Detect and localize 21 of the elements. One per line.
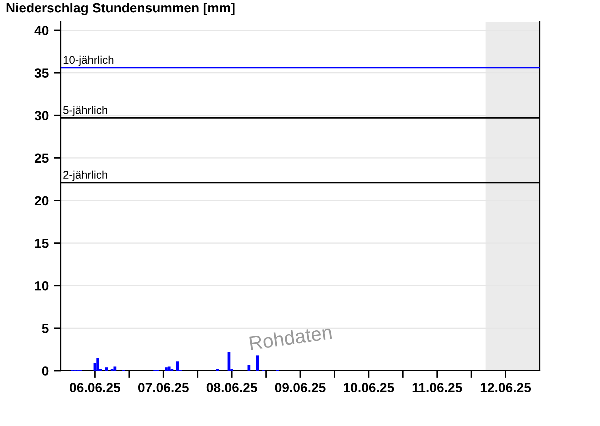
y-tick-label: 20	[34, 196, 49, 206]
y-tick-label: 0	[42, 366, 49, 376]
ref-line-label: 2-jährlich	[64, 170, 108, 182]
y-tick-label: 35	[34, 68, 49, 78]
ref-line-label: 10-jährlich	[64, 56, 114, 66]
y-tick-label: 15	[35, 239, 49, 248]
y-tick-label: 10	[35, 281, 49, 291]
x-tick-label: 11.06.25	[412, 383, 462, 392]
y-tick-label: 25	[34, 154, 49, 164]
y-tick-label: 30	[34, 111, 49, 121]
x-tick-label: 06.06.25	[70, 383, 121, 392]
chart-title: Niederschlag Stundensummen [mm]	[6, 3, 235, 16]
x-tick-label: 09.06.25	[275, 383, 326, 392]
x-tick-label: 12.06.25	[480, 383, 532, 392]
y-tick-label: 5	[42, 324, 49, 334]
annotation: Rohdaten	[249, 324, 332, 350]
x-tick-label: 10.06.25	[344, 383, 394, 392]
x-tick-label: 08.06.25	[206, 383, 258, 392]
y-tick-label: 40	[34, 26, 49, 36]
x-tick-label: 07.06.25	[138, 383, 189, 392]
ref-line-label: 5-jährlich	[63, 106, 108, 116]
